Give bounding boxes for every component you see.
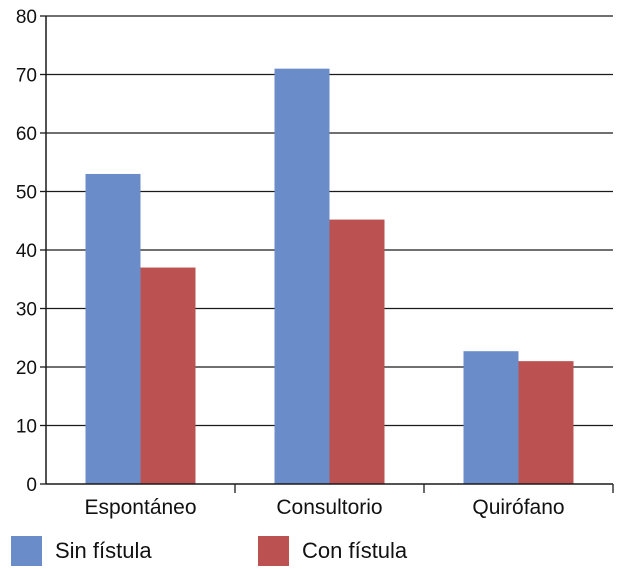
y-tick-label: 10	[16, 417, 37, 438]
legend-swatch-con-fistula	[258, 536, 289, 566]
bar	[463, 351, 519, 484]
y-tick-label: 60	[16, 124, 37, 145]
axes	[40, 15, 614, 493]
y-tick-label: 0	[26, 475, 37, 496]
y-tick-label: 40	[16, 241, 37, 262]
y-tick-label: 80	[16, 7, 37, 28]
legend-item-sin-fistula: Sin fístula	[11, 536, 152, 566]
legend-item-con-fistula: Con fístula	[258, 536, 407, 566]
y-tick-label: 50	[16, 183, 37, 204]
bar	[329, 219, 385, 484]
legend-label-sin-fistula: Sin fístula	[55, 538, 152, 563]
y-tick-label: 20	[16, 358, 37, 379]
x-tick-label: Consultorio	[276, 496, 382, 519]
x-tick-labels: Espontáneo Consultorio Quirófano	[84, 496, 564, 519]
y-tick-labels: 0 10 20 30 40 50 60 70 80	[16, 7, 37, 496]
legend-swatch-sin-fistula	[11, 536, 42, 566]
x-tick-label: Quirófano	[472, 496, 564, 519]
bar	[518, 361, 574, 484]
y-tick-label: 70	[16, 66, 37, 87]
bar	[140, 267, 196, 484]
bar	[85, 173, 141, 484]
y-tick-label: 30	[16, 300, 37, 321]
bars	[85, 68, 574, 485]
x-tick-label: Espontáneo	[84, 496, 196, 519]
legend-label-con-fistula: Con fístula	[302, 538, 408, 563]
bar	[274, 68, 330, 485]
